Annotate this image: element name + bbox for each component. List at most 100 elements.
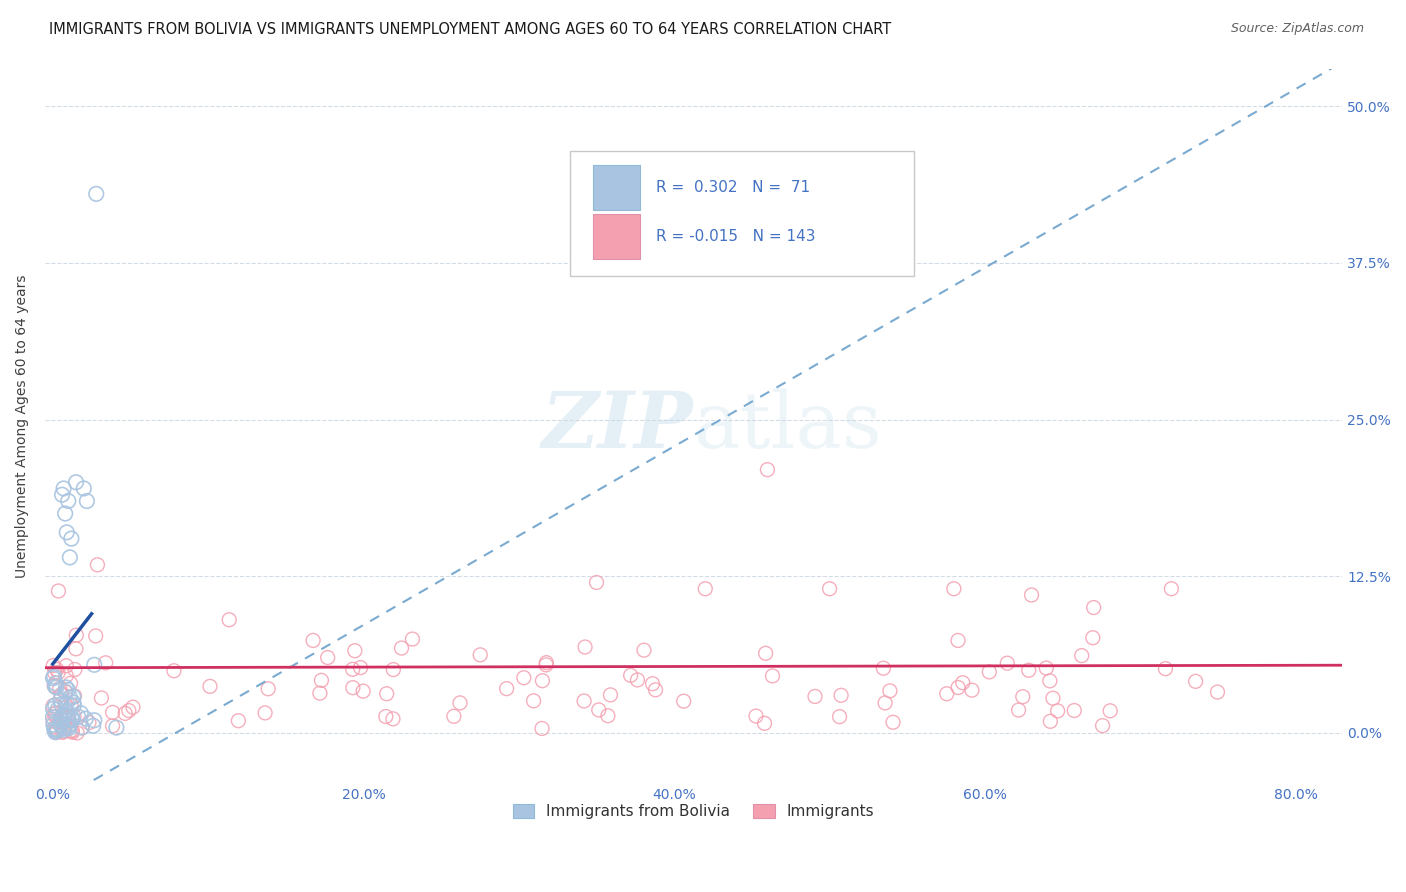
Point: [745, 709, 768, 723]
Point: [53, 697, 76, 711]
Point: [52, 725, 75, 739]
Point: [49, 717, 72, 731]
Point: [522, 694, 544, 708]
Text: atlas: atlas: [693, 388, 883, 464]
Point: [76, 494, 98, 508]
Point: [52, 482, 75, 496]
Point: [48, 681, 70, 696]
Point: [84, 186, 107, 201]
Point: [391, 641, 413, 656]
Point: [599, 688, 621, 702]
Point: [626, 673, 648, 687]
Point: [530, 722, 553, 736]
Point: [1206, 685, 1229, 699]
Point: [101, 706, 124, 720]
Point: [114, 706, 136, 721]
Point: [343, 643, 366, 657]
Point: [55, 717, 77, 731]
Point: [60, 532, 83, 546]
Point: [48, 715, 70, 730]
Point: [641, 676, 664, 690]
Point: [45, 706, 67, 720]
Point: [218, 613, 240, 627]
Point: [828, 709, 851, 723]
Point: [60, 698, 83, 713]
Point: [46, 723, 69, 738]
Point: [45, 663, 67, 677]
Point: [1154, 662, 1177, 676]
Point: [1018, 663, 1040, 677]
Point: [62, 712, 84, 726]
Point: [90, 690, 112, 705]
Point: [946, 633, 969, 648]
Point: [82, 719, 104, 733]
Point: [84, 629, 107, 643]
Point: [311, 673, 333, 688]
Point: [588, 703, 610, 717]
Point: [1046, 704, 1069, 718]
Point: [101, 719, 124, 733]
Point: [58, 719, 80, 733]
Point: [55, 711, 77, 725]
Point: [45, 723, 67, 738]
Point: [585, 575, 607, 590]
Point: [942, 582, 965, 596]
Point: [44, 665, 66, 680]
Point: [55, 696, 77, 710]
Point: [53, 721, 76, 735]
Point: [65, 475, 87, 490]
Point: [58, 494, 80, 508]
Point: [979, 665, 1001, 679]
Legend: Immigrants from Bolivia, Immigrants: Immigrants from Bolivia, Immigrants: [506, 797, 880, 825]
Point: [44, 680, 66, 694]
Point: [1021, 588, 1043, 602]
Point: [470, 648, 492, 662]
Point: [756, 463, 779, 477]
Point: [228, 714, 250, 728]
Text: Source: ZipAtlas.com: Source: ZipAtlas.com: [1230, 22, 1364, 36]
Point: [63, 663, 86, 677]
Point: [118, 704, 141, 718]
Point: [401, 632, 423, 646]
Point: [44, 698, 66, 713]
Point: [1035, 661, 1057, 675]
Text: IMMIGRANTS FROM BOLIVIA VS IMMIGRANTS UNEMPLOYMENT AMONG AGES 60 TO 64 YEARS COR: IMMIGRANTS FROM BOLIVIA VS IMMIGRANTS UN…: [49, 22, 891, 37]
Point: [52, 724, 75, 739]
Point: [62, 690, 84, 704]
Point: [58, 721, 80, 735]
Point: [49, 718, 72, 732]
Point: [65, 641, 87, 656]
Point: [83, 713, 105, 727]
Point: [620, 668, 643, 682]
Point: [572, 694, 595, 708]
Point: [42, 717, 65, 731]
Point: [77, 715, 100, 730]
Point: [1081, 631, 1104, 645]
Point: [1184, 674, 1206, 689]
Point: [53, 712, 76, 726]
Point: [52, 708, 75, 723]
Point: [49, 718, 72, 732]
Point: [44, 706, 66, 721]
Point: [55, 704, 77, 718]
Point: [644, 682, 666, 697]
Point: [53, 723, 76, 737]
Point: [59, 723, 82, 738]
Point: [818, 582, 841, 596]
Point: [596, 708, 619, 723]
Point: [53, 507, 76, 521]
Point: [63, 689, 86, 703]
Point: [349, 660, 371, 674]
Point: [875, 696, 897, 710]
Point: [755, 646, 778, 660]
Point: [45, 676, 67, 690]
Point: [830, 688, 852, 702]
Point: [695, 582, 717, 596]
Point: [42, 658, 65, 673]
Point: [51, 698, 73, 712]
Point: [449, 696, 471, 710]
Point: [42, 710, 65, 724]
Point: [302, 633, 325, 648]
Point: [804, 690, 827, 704]
Point: [1070, 648, 1092, 663]
